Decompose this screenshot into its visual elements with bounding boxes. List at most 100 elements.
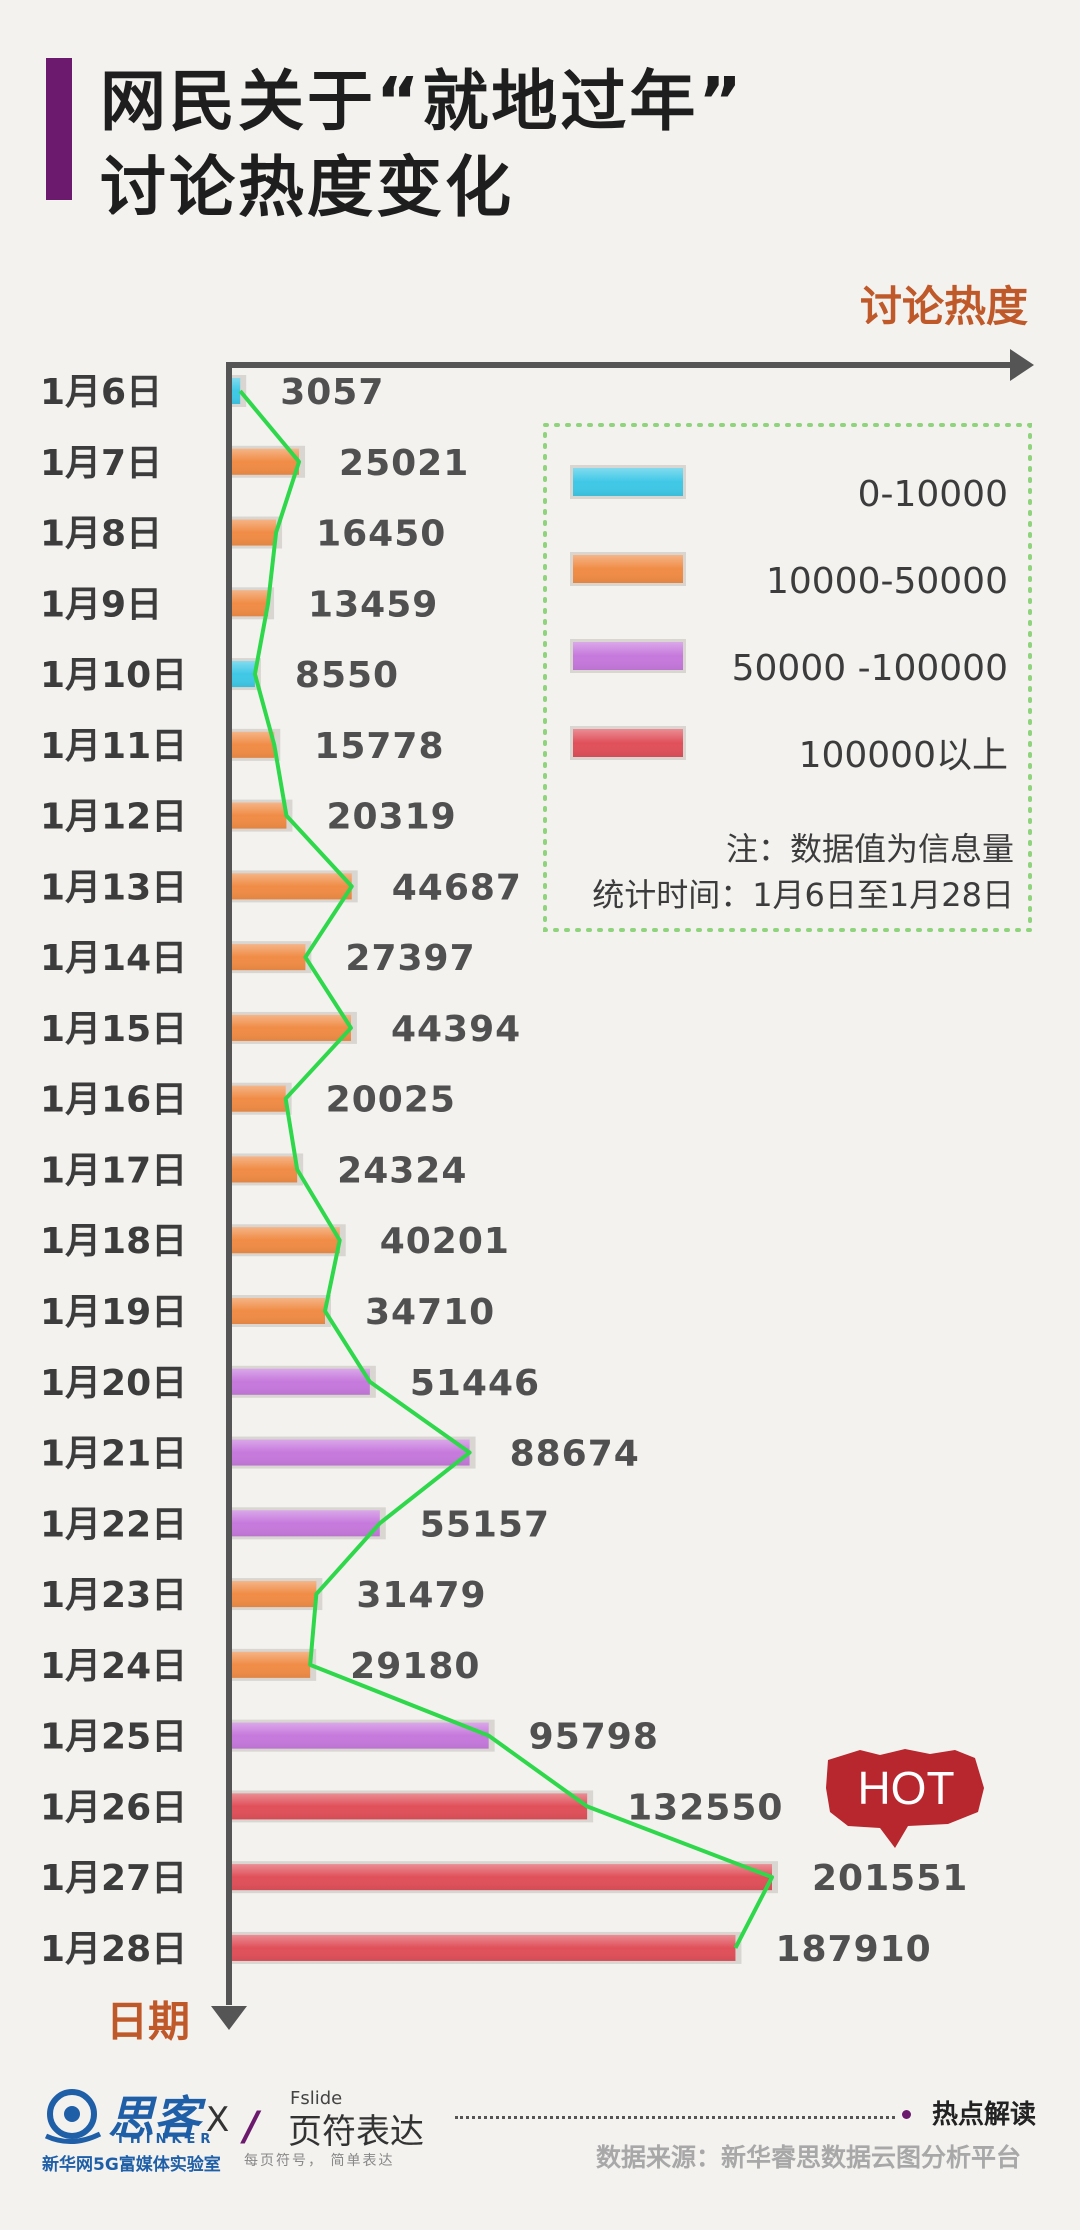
bar-gloss	[232, 661, 255, 688]
value-label: 55157	[420, 1504, 550, 1545]
date-label: 1月20日	[40, 1363, 187, 1404]
value-label: 187910	[775, 1929, 931, 1970]
date-label: 1月16日	[40, 1080, 187, 1121]
value-label: 44394	[391, 1009, 521, 1050]
thinker-org: 新华网5G富媒体实验室	[42, 2155, 221, 2175]
bar-gloss	[232, 378, 241, 404]
value-label: 95798	[529, 1717, 659, 1758]
date-label: 1月27日	[40, 1858, 187, 1899]
axes	[211, 349, 1034, 2030]
bar-gloss	[232, 873, 352, 900]
value-label: 20319	[326, 797, 456, 838]
bar-gloss	[232, 1014, 351, 1041]
fslide-slogan: 每页符号， 简单表达	[244, 2153, 395, 2169]
date-label: 1月22日	[40, 1504, 187, 1545]
value-label: 20025	[326, 1080, 456, 1121]
value-label: 27397	[345, 938, 475, 979]
bar-gloss	[232, 1651, 311, 1678]
y-axis-title: 日期	[106, 1997, 190, 2046]
date-label: 1月17日	[40, 1150, 187, 1191]
trend-polyline	[238, 389, 774, 1949]
date-label: 1月21日	[40, 1434, 187, 1475]
bar-gloss	[232, 731, 275, 758]
value-label: 88674	[510, 1434, 640, 1475]
x-axis-arrow	[1010, 349, 1034, 381]
date-label: 1月11日	[40, 726, 187, 767]
legend-label: 100000以上	[799, 735, 1008, 776]
value-label: 3057	[280, 372, 384, 413]
legend-label: 10000-50000	[766, 561, 1008, 602]
date-label: 1月13日	[40, 867, 187, 908]
date-labels: 1月6日 1月7日 1月8日 1月9日 1月10日 1月11日 1月12日 1月13日 1月14…	[40, 372, 187, 1970]
date-label: 1月8日	[40, 514, 162, 555]
footer-source: 数据来源：新华睿思数据云图分析平台	[596, 2143, 1022, 2172]
value-label: 51446	[410, 1363, 540, 1404]
bar-gloss	[232, 1722, 489, 1749]
page-title-line-2: 讨论热度变化	[100, 149, 514, 226]
x-axis-title: 讨论热度	[860, 282, 1028, 331]
bar-gloss	[232, 1368, 370, 1395]
value-label: 13459	[308, 584, 438, 625]
date-label: 1月28日	[40, 1929, 187, 1970]
date-label: 1月19日	[40, 1292, 187, 1333]
legend-period: 统计时间：1月6日至1月28日	[592, 876, 1014, 914]
date-label: 1月24日	[40, 1646, 187, 1687]
value-label: 201551	[812, 1858, 968, 1899]
value-label: 31479	[356, 1575, 486, 1616]
date-label: 1月18日	[40, 1221, 187, 1262]
thinker-logo-sub: THINKER	[116, 2132, 216, 2147]
fslide-logo-mark: /	[244, 2104, 259, 2150]
legend-note: 注：数据值为信息量	[726, 830, 1014, 868]
date-label: 1月9日	[40, 584, 162, 625]
title-accent-bar	[46, 58, 72, 200]
bar-gloss	[232, 1156, 298, 1183]
bar-gloss	[232, 1864, 772, 1891]
value-label: 40201	[380, 1221, 510, 1262]
bar-gloss	[232, 1085, 286, 1112]
fslide-logo-en: Fslide	[290, 2088, 343, 2109]
legend-swatch-gloss	[573, 642, 683, 670]
legend-label: 0-10000	[858, 474, 1008, 515]
bar-gloss	[232, 802, 287, 829]
bar-gloss	[232, 1934, 736, 1961]
value-label: 34710	[365, 1292, 495, 1333]
date-label: 1月14日	[40, 938, 187, 979]
fslide-logo-cn: 页符表达	[288, 2112, 424, 2152]
value-label: 16450	[316, 514, 446, 555]
legend-swatch-gloss	[573, 729, 683, 757]
bar-gloss	[232, 1439, 470, 1466]
footer-dotted-rule	[455, 2116, 895, 2119]
bar-gloss	[232, 1581, 317, 1608]
bar-gloss	[232, 944, 306, 971]
page-title-line-1: 网民关于“就地过年”	[100, 63, 745, 140]
value-label: 29180	[350, 1646, 480, 1687]
bars	[232, 375, 778, 1964]
date-label: 1月10日	[40, 655, 187, 696]
bar-gloss	[232, 590, 269, 617]
bar-gloss	[232, 1298, 325, 1325]
date-label: 1月7日	[40, 443, 162, 484]
legend-label: 50000 -100000	[732, 648, 1008, 689]
bar-gloss	[232, 448, 300, 475]
hot-label: HOT	[857, 1762, 954, 1814]
date-label: 1月15日	[40, 1009, 187, 1050]
legend-swatch-gloss	[573, 555, 683, 583]
footer-hot-read: 热点解读	[932, 2100, 1037, 2130]
date-label: 1月23日	[40, 1575, 187, 1616]
date-label: 1月26日	[40, 1787, 187, 1828]
hot-badge-shape	[826, 1749, 984, 1848]
date-label: 1月12日	[40, 797, 187, 838]
value-label: 15778	[314, 726, 444, 767]
trend-line	[238, 389, 774, 1949]
legend-frame	[543, 423, 1032, 932]
bar-gloss	[232, 1793, 588, 1820]
collab-x: X	[206, 2100, 230, 2140]
date-label: 1月6日	[40, 372, 162, 413]
bar-gloss	[232, 1227, 340, 1254]
date-label: 1月25日	[40, 1717, 187, 1758]
value-label: 8550	[295, 655, 399, 696]
hot-badge: HOT	[826, 1749, 984, 1848]
bar-gloss	[232, 519, 277, 546]
